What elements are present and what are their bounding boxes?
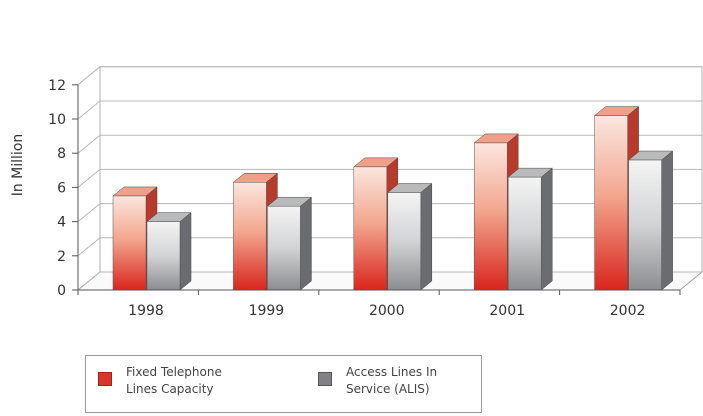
bar-front-face (267, 205, 301, 291)
legend-label-fixed-lines-line2: Lines Capacity (126, 382, 214, 396)
y-tick-label: 10 (48, 112, 66, 128)
x-axis: 1998 1999 2000 2001 2002 (77, 289, 681, 319)
y-tick-label: 4 (57, 215, 66, 231)
legend-label-alis-line1: Access Lines In (346, 365, 438, 379)
bar-side-face (300, 196, 312, 291)
bar-front-face (628, 159, 662, 291)
legend: Fixed Telephone Lines Capacity Access Li… (85, 355, 482, 413)
legend-label-alis: Access Lines In Service (ALIS) (346, 364, 496, 398)
bar-front-face (473, 142, 508, 291)
bar-front-face (146, 221, 181, 291)
legend-item-alis: Access Lines In Service (ALIS) (318, 364, 496, 398)
bar-alis-2002 (627, 150, 674, 291)
x-tick-label: 1998 (128, 303, 164, 319)
y-axis: 0 2 4 6 8 10 12 (48, 78, 79, 299)
y-axis-label: In Million (10, 134, 26, 197)
gridline (77, 100, 702, 120)
bar-front-face (353, 166, 388, 291)
legend-swatch-fixed-lines (98, 372, 112, 386)
bars (112, 106, 674, 291)
bar-front-face (387, 192, 422, 291)
y-tick-label: 8 (57, 146, 66, 162)
legend-label-fixed-lines: Fixed Telephone Lines Capacity (126, 364, 276, 398)
legend-label-alis-line2: Service (ALIS) (346, 382, 430, 396)
bar-side-face (179, 212, 192, 291)
x-tick-label: 2001 (489, 303, 525, 319)
legend-label-fixed-lines-line1: Fixed Telephone (126, 365, 222, 379)
bar-side-face (661, 150, 673, 291)
bar-alis-2000 (387, 183, 433, 291)
bar-alis-1998 (146, 212, 192, 291)
bar-side-face (420, 183, 433, 291)
x-tick-label: 1999 (249, 303, 285, 319)
x-tick-label: 2002 (610, 303, 646, 319)
gridline (77, 66, 702, 86)
bar-side-face (540, 167, 553, 291)
bar-front-face (233, 182, 267, 291)
x-tick-label: 2000 (369, 303, 405, 319)
y-tick-label: 0 (57, 283, 66, 299)
bar-front-face (507, 176, 542, 291)
y-tick-label: 12 (48, 78, 66, 94)
legend-item-fixed-lines: Fixed Telephone Lines Capacity (98, 364, 276, 398)
bar-alis-1999 (266, 196, 313, 291)
bar-front-face (594, 115, 628, 291)
bar-front-face (112, 195, 147, 291)
y-tick-label: 2 (57, 249, 66, 265)
y-tick-label: 6 (57, 180, 66, 196)
legend-swatch-alis (318, 372, 332, 386)
bar-alis-2001 (507, 167, 553, 291)
